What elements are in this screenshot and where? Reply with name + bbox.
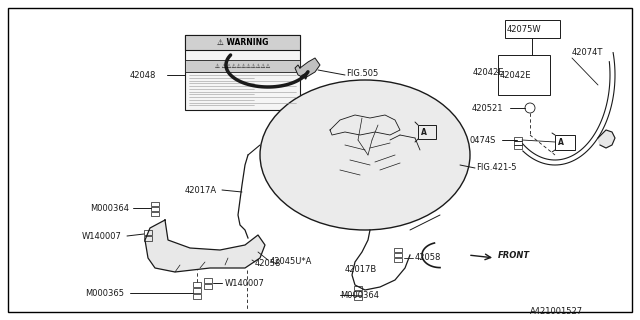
Bar — [394, 248, 402, 252]
Bar — [193, 294, 201, 299]
Bar — [354, 286, 362, 290]
Bar — [505, 20, 560, 38]
Bar — [185, 60, 300, 72]
Bar — [418, 125, 436, 139]
Text: 42058: 42058 — [255, 259, 282, 268]
Bar — [354, 296, 362, 300]
Text: W140007: W140007 — [82, 231, 122, 241]
Bar — [354, 291, 362, 295]
Text: 420521: 420521 — [472, 103, 504, 113]
Text: 42045U*A: 42045U*A — [270, 258, 312, 267]
Bar — [394, 253, 402, 257]
Bar — [204, 278, 212, 283]
Bar — [243, 248, 251, 252]
Bar — [243, 258, 251, 262]
Text: 42042E: 42042E — [500, 70, 531, 79]
Bar — [514, 145, 522, 148]
Text: M000365: M000365 — [85, 289, 124, 298]
Text: A: A — [421, 127, 427, 137]
Bar — [151, 212, 159, 216]
Text: 42075W: 42075W — [507, 25, 541, 34]
Text: ⚠ ⚠⚠⚠⚠⚠⚠⚠⚠⚠⚠: ⚠ ⚠⚠⚠⚠⚠⚠⚠⚠⚠⚠ — [215, 63, 270, 68]
Bar — [144, 230, 152, 235]
Text: M000364: M000364 — [340, 291, 379, 300]
Text: M000364: M000364 — [90, 204, 129, 212]
Bar — [185, 35, 300, 50]
Text: 0474S: 0474S — [470, 135, 497, 145]
Bar — [204, 284, 212, 289]
Text: FIG.505: FIG.505 — [346, 68, 378, 77]
Text: 42048: 42048 — [130, 70, 156, 79]
Bar — [243, 253, 251, 257]
Text: 42058: 42058 — [415, 253, 442, 262]
Text: 42017A: 42017A — [185, 186, 217, 195]
Bar — [514, 141, 522, 145]
Text: A421001527: A421001527 — [530, 308, 583, 316]
Text: FRONT: FRONT — [498, 252, 530, 260]
Bar — [498, 55, 550, 95]
Polygon shape — [145, 220, 265, 272]
Text: ⚠ WARNING: ⚠ WARNING — [217, 38, 268, 47]
Bar — [193, 288, 201, 293]
Text: FIG.421-5: FIG.421-5 — [476, 163, 516, 172]
Polygon shape — [295, 58, 320, 78]
Bar — [144, 236, 152, 241]
Ellipse shape — [260, 80, 470, 230]
Bar — [555, 135, 575, 150]
Text: W140007: W140007 — [225, 278, 265, 287]
Bar — [514, 137, 522, 140]
Polygon shape — [598, 130, 615, 148]
Bar — [394, 258, 402, 262]
Bar — [185, 35, 300, 110]
Text: 42042E: 42042E — [473, 68, 504, 76]
Text: A: A — [558, 138, 564, 147]
Bar — [193, 282, 201, 287]
Bar — [151, 207, 159, 211]
Text: 42017B: 42017B — [345, 266, 377, 275]
Text: 42074T: 42074T — [572, 47, 604, 57]
Bar — [151, 202, 159, 206]
